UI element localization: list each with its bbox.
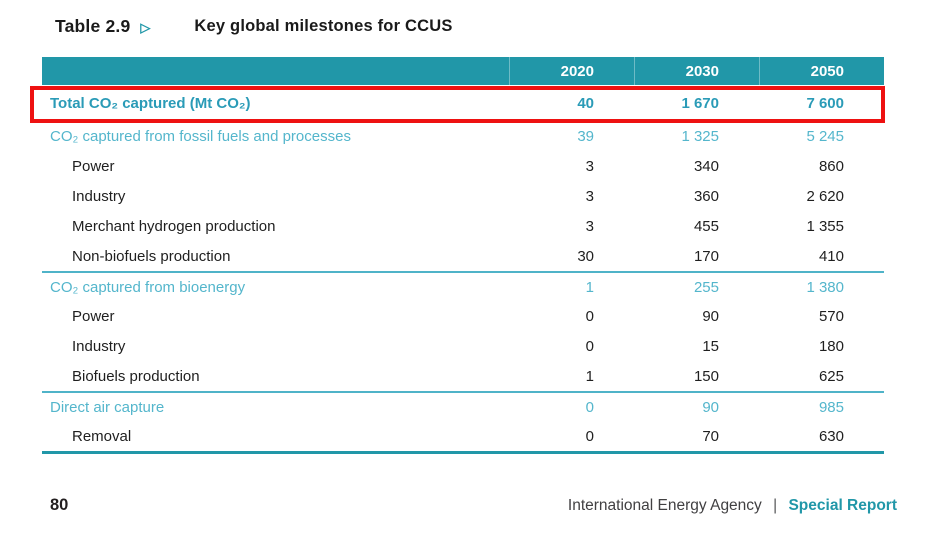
table-row: Power 0 90 570 <box>42 301 884 331</box>
row-value: 170 <box>693 247 719 265</box>
table-row: CO₂ captured from bioenergy 1 255 1 380 <box>42 271 884 301</box>
table-row: Industry 3 360 2 620 <box>42 181 884 211</box>
row-value: 410 <box>818 247 844 265</box>
table-body: Total CO₂ captured (Mt CO₂) 40 1 670 7 600 C… <box>42 85 884 451</box>
row-value: 1 <box>585 367 594 385</box>
table-row: Biofuels production 1 150 625 <box>42 361 884 391</box>
row-value: 39 <box>577 127 594 145</box>
table-title: Key global milestones for CCUS <box>194 17 453 35</box>
row-value: 0 <box>585 398 594 416</box>
row-value: 150 <box>693 367 719 385</box>
row-label: Removal <box>72 427 132 445</box>
row-label: Power <box>72 307 115 325</box>
row-value: 360 <box>693 187 719 205</box>
table-row: Industry 0 15 180 <box>42 331 884 361</box>
row-value: 1 380 <box>806 278 844 296</box>
row-value: 180 <box>818 337 844 355</box>
row-label: Non-biofuels production <box>72 247 231 265</box>
row-value: 255 <box>693 278 719 296</box>
row-value: 985 <box>818 398 844 416</box>
row-value: 40 <box>577 94 594 112</box>
page-number: 80 <box>50 496 69 514</box>
table-row: Direct air capture 0 90 985 <box>42 391 884 421</box>
row-value: 7 600 <box>806 94 844 112</box>
row-value: 90 <box>702 398 719 416</box>
row-value: 625 <box>818 367 844 385</box>
row-value: 5 245 <box>806 127 844 145</box>
footer-report-type: Special Report <box>788 497 897 514</box>
row-label: Total CO₂ captured (Mt CO₂) <box>50 94 251 112</box>
row-value: 3 <box>585 187 594 205</box>
row-value: 1 325 <box>681 127 719 145</box>
row-label: Power <box>72 157 115 175</box>
row-value: 70 <box>702 427 719 445</box>
table-row: Power 3 340 860 <box>42 151 884 181</box>
row-value: 3 <box>585 217 594 235</box>
table-row: Removal 0 70 630 <box>42 421 884 451</box>
row-value: 570 <box>818 307 844 325</box>
row-value: 1 <box>585 278 594 296</box>
table-row-highlighted: Total CO₂ captured (Mt CO₂) 40 1 670 7 600 <box>42 85 884 121</box>
table-row: Non-biofuels production 30 170 410 <box>42 241 884 271</box>
row-value: 860 <box>818 157 844 175</box>
header-spacer-cell <box>42 57 509 85</box>
footer-publisher: International Energy Agency <box>567 497 762 514</box>
row-value: 1 355 <box>806 217 844 235</box>
table-caption: Table 2.9 ▷ Key global milestones for CC… <box>55 16 453 37</box>
row-value: 1 670 <box>681 94 719 112</box>
row-value: 0 <box>585 427 594 445</box>
row-value: 0 <box>585 307 594 325</box>
footer-separator: | <box>773 497 778 514</box>
row-value: 340 <box>693 157 719 175</box>
table-number-label: Table 2.9 <box>55 16 131 36</box>
table-row: CO₂ captured from fossil fuels and proce… <box>42 121 884 151</box>
row-value: 2 620 <box>806 187 844 205</box>
row-label: Biofuels production <box>72 367 200 385</box>
row-value: 455 <box>693 217 719 235</box>
column-header: 2050 <box>759 57 884 85</box>
table-row: Merchant hydrogen production 3 455 1 355 <box>42 211 884 241</box>
row-value: 630 <box>818 427 844 445</box>
row-label: Industry <box>72 337 126 355</box>
row-label: Direct air capture <box>50 398 165 416</box>
row-label: CO₂ captured from bioenergy <box>50 278 246 296</box>
row-value: 15 <box>702 337 719 355</box>
row-value: 30 <box>577 247 594 265</box>
row-value: 90 <box>702 307 719 325</box>
triangle-right-icon: ▷ <box>140 19 151 35</box>
row-label: Industry <box>72 187 126 205</box>
row-value: 3 <box>585 157 594 175</box>
row-label: Merchant hydrogen production <box>72 217 276 235</box>
table-header-row: 2020 2030 2050 <box>42 57 884 85</box>
column-header: 2030 <box>634 57 759 85</box>
row-label: CO₂ captured from fossil fuels and proce… <box>50 127 351 145</box>
ccus-milestones-table: 2020 2030 2050 Total CO₂ captured (Mt CO₂)… <box>42 57 884 454</box>
column-header: 2020 <box>509 57 634 85</box>
row-value: 0 <box>585 337 594 355</box>
footer-text: International Energy Agency | Special Re… <box>568 497 897 515</box>
